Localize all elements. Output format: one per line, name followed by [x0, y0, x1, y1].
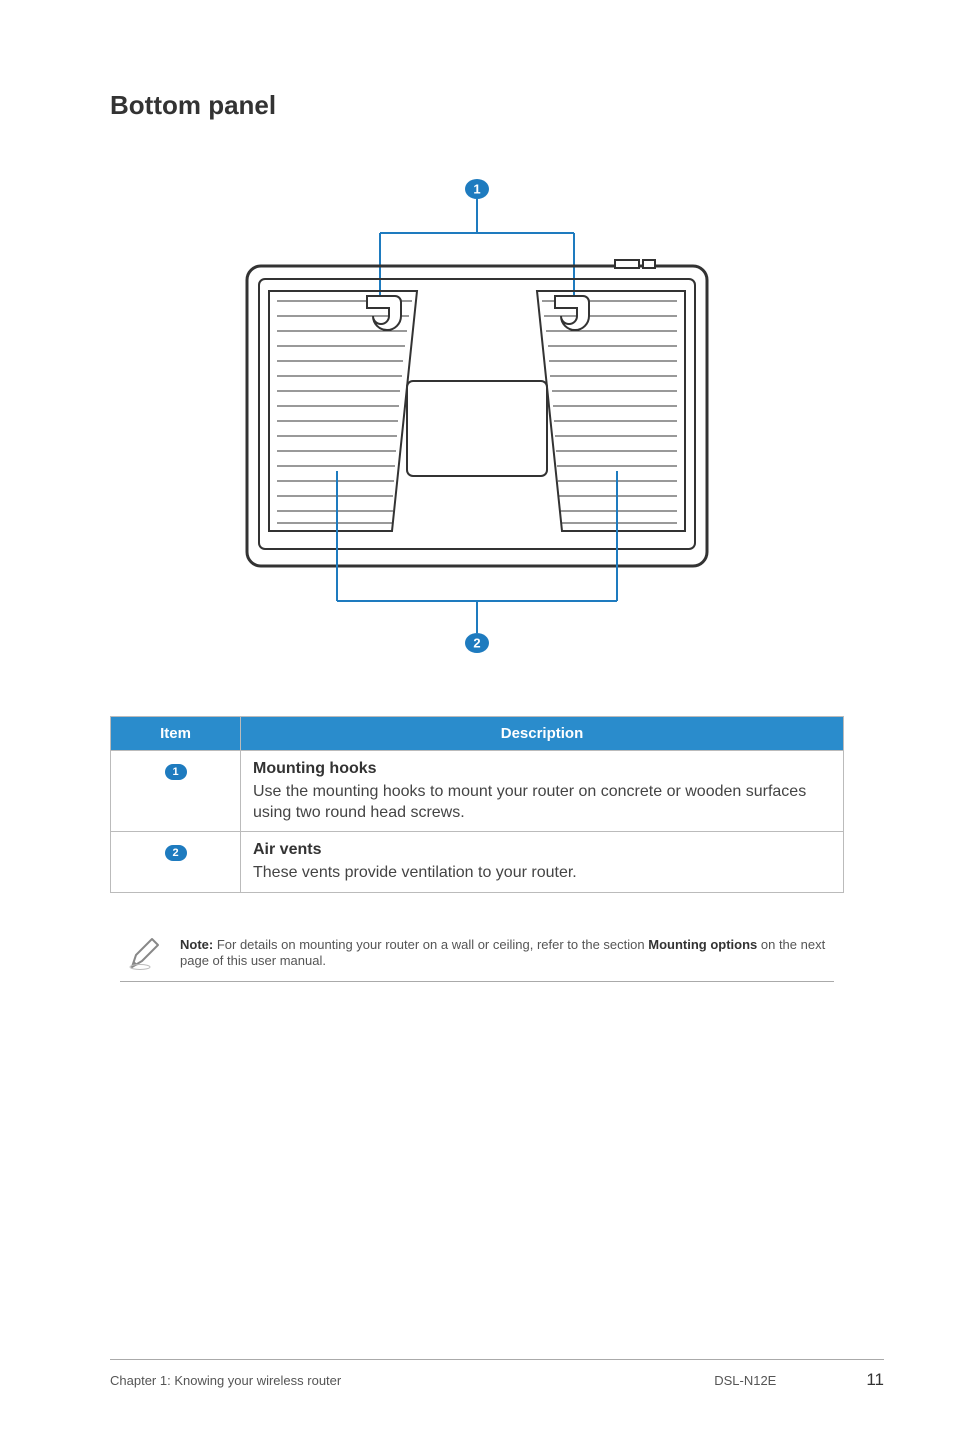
- footer-page-number: 11: [866, 1370, 884, 1390]
- item-badge-1: 1: [165, 764, 187, 780]
- item-badge-2: 2: [165, 845, 187, 861]
- svg-text:1: 1: [473, 182, 480, 197]
- table-row: 1 Mounting hooks Use the mounting hooks …: [111, 751, 844, 832]
- row-title: Air vents: [253, 840, 831, 861]
- section-heading: Bottom panel: [110, 90, 844, 121]
- mounting-hook-left: [367, 296, 401, 330]
- table-row: 2 Air vents These vents provide ventilat…: [111, 832, 844, 893]
- note-text: Note: For details on mounting your route…: [180, 937, 826, 970]
- row-title: Mounting hooks: [253, 759, 831, 780]
- callout-2: 2: [337, 471, 617, 653]
- air-vent-right: [537, 291, 685, 531]
- footer-chapter: Chapter 1: Knowing your wireless router: [110, 1373, 341, 1388]
- mounting-hook-right: [555, 296, 589, 330]
- callout-1: 1: [380, 179, 574, 309]
- bottom-panel-diagram: 1: [217, 171, 737, 661]
- pencil-icon: [128, 937, 162, 971]
- page-footer: Chapter 1: Knowing your wireless router …: [110, 1359, 884, 1390]
- note-block: Note: For details on mounting your route…: [120, 937, 834, 982]
- table-header-desc: Description: [241, 717, 844, 751]
- footer-model: DSL-N12E: [714, 1373, 776, 1388]
- table-header-item: Item: [111, 717, 241, 751]
- row-body: Use the mounting hooks to mount your rou…: [253, 782, 831, 824]
- description-table: Item Description 1 Mounting hooks Use th…: [110, 716, 844, 893]
- row-body: These vents provide ventilation to your …: [253, 863, 831, 884]
- svg-text:2: 2: [473, 636, 480, 651]
